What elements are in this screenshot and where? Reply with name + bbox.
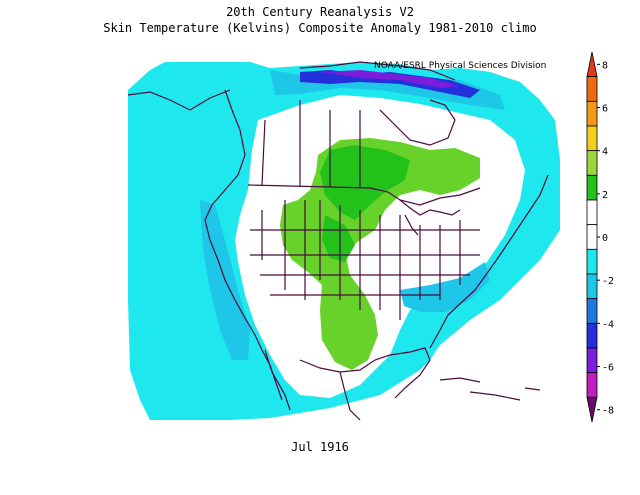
anomaly-region-cold-very [320,70,460,88]
colorbar-bin [586,51,598,78]
colorbar-tick-label: -6 [602,363,614,374]
colorbar-tick-label: 8 [602,60,608,71]
colorbar-bins [586,51,598,423]
colorbar-bin [586,396,598,423]
colorbar-bin [586,248,598,275]
colorbar-tick-label: 6 [602,104,608,115]
map-title: 20th Century Reanalysis V2 [226,5,414,19]
anomaly-region-warm-core [320,145,410,220]
colorbar-bin [586,224,598,250]
colorbar-tick-label: 4 [602,147,608,158]
colorbar: 8 6 4 2 0 -2 -4 -6 -8 [586,51,614,423]
colorbar-tick-label: -4 [602,319,614,330]
colorbar-bin [586,347,598,374]
colorbar-bin [586,322,598,349]
colorbar-bin [586,100,598,127]
colorbar-tick-label: 2 [602,190,608,201]
anomaly-region-cold-strong [300,70,480,98]
credit-label: NOAA/ESRL Physical Sciences Division [374,61,547,71]
anomaly-region-warm-core-2 [322,215,355,262]
date-label: Jul 1916 [291,440,349,454]
colorbar-tick-label: -8 [602,406,614,417]
colorbar-bin [586,298,598,324]
boundaries [127,61,549,421]
colorbar-bin [586,372,598,398]
colorbar-bin [586,199,598,226]
colorbar-bin [586,273,598,300]
colorbar-bin [586,150,598,176]
colorbar-bin [586,125,598,152]
map-subtitle: Skin Temperature (Kelvins) Composite Ano… [103,21,537,35]
colorbar-tick-label: 0 [602,233,608,244]
colorbar-bin [586,174,598,201]
colorbar-ticks: 8 6 4 2 0 -2 -4 -6 -8 [597,60,614,417]
colorbar-tick-label: -2 [602,276,614,287]
colorbar-bin [586,76,598,102]
